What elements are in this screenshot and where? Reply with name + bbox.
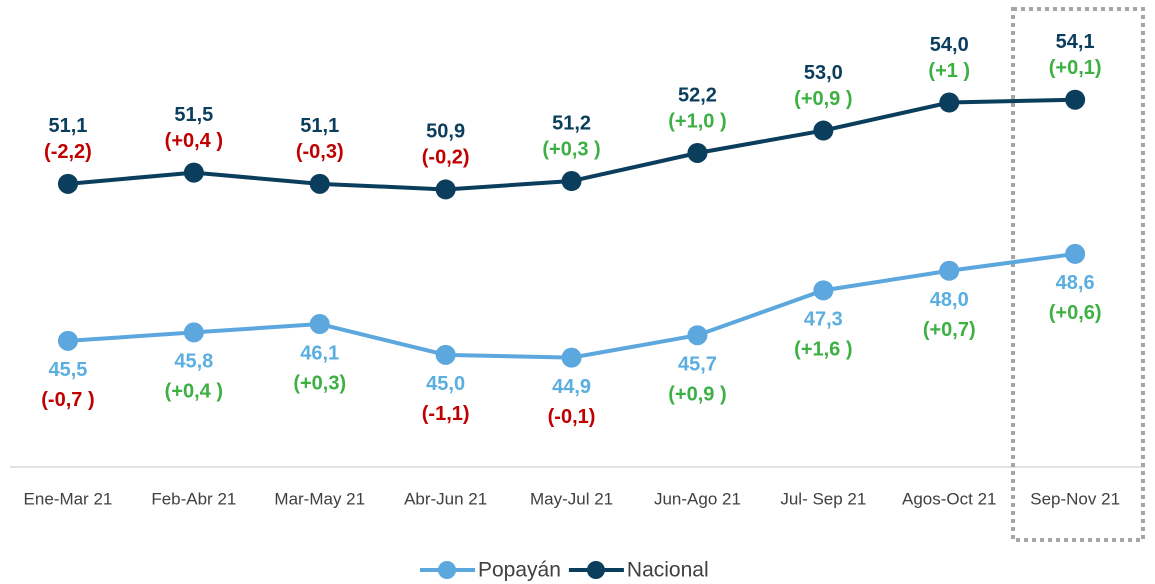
data-label: 48,0 — [930, 289, 969, 311]
point — [939, 260, 960, 281]
x-tick-label: Sep-Nov 21 — [1030, 489, 1120, 508]
point — [813, 120, 834, 141]
data-label: 51,1 — [48, 115, 87, 137]
change-label: (-1,1) — [422, 403, 470, 425]
point — [1065, 89, 1086, 110]
point — [57, 330, 78, 351]
data-label: 54,0 — [930, 34, 969, 56]
series-line — [67, 251, 1076, 360]
data-label: 45,5 — [48, 359, 87, 381]
point — [183, 162, 204, 183]
data-label: 44,9 — [552, 376, 591, 398]
point — [687, 325, 708, 346]
x-tick-label: Jun-Ago 21 — [654, 489, 741, 508]
change-label: (+1,0 ) — [668, 110, 726, 132]
legend-marker — [438, 561, 456, 579]
point — [1065, 243, 1086, 264]
point — [687, 142, 708, 163]
data-label: 51,2 — [552, 112, 591, 134]
data-label: 47,3 — [804, 309, 843, 331]
point — [183, 322, 204, 343]
change-label: (-0,3) — [296, 141, 344, 163]
legend-label: Popayán — [478, 559, 561, 582]
change-label: (-0,7 ) — [41, 389, 94, 411]
change-label: (+1 ) — [928, 60, 970, 82]
change-label: (+0,9 ) — [794, 88, 852, 110]
legend-marker — [586, 561, 605, 579]
point — [57, 173, 78, 194]
change-label: (-2,2) — [44, 141, 92, 163]
point — [813, 280, 834, 301]
highlight-box — [1011, 7, 1145, 542]
data-label: 52,2 — [678, 84, 717, 106]
change-label: (+0,7) — [923, 319, 976, 341]
data-label: 45,7 — [678, 354, 717, 376]
data-label: 51,5 — [174, 104, 213, 126]
data-label: 53,0 — [804, 62, 843, 84]
x-tick-label: Jul- Sep 21 — [780, 489, 866, 508]
point — [561, 347, 582, 368]
data-label: 54,1 — [1056, 31, 1095, 53]
data-label: 51,1 — [300, 115, 339, 137]
change-label: (-0,2) — [422, 147, 470, 169]
change-label: (+1,6 ) — [794, 339, 852, 361]
legend-label: Nacional — [627, 559, 709, 582]
x-tick-label: Feb-Abr 21 — [151, 489, 236, 508]
change-label: (+0,1) — [1049, 57, 1102, 79]
x-tick-label: May-Jul 21 — [530, 489, 613, 508]
change-label: (+0,3) — [293, 372, 346, 394]
data-label: 50,9 — [426, 121, 465, 143]
data-label: 48,6 — [1056, 272, 1095, 294]
change-label: (+0,6) — [1049, 302, 1102, 324]
x-tick-label: Ene-Mar 21 — [24, 489, 113, 508]
change-label: (+0,4 ) — [165, 381, 223, 403]
data-label: 45,8 — [174, 351, 213, 373]
point — [309, 173, 330, 194]
point — [939, 92, 960, 113]
point — [435, 179, 456, 200]
point — [561, 171, 582, 192]
data-label: 46,1 — [300, 342, 339, 364]
data-label: 45,0 — [426, 373, 465, 395]
point — [435, 344, 456, 365]
change-label: (+0,4 ) — [165, 130, 223, 152]
change-label: (+0,3 ) — [542, 138, 600, 160]
x-tick-label: Mar-May 21 — [274, 489, 365, 508]
change-label: (-0,1) — [548, 406, 596, 428]
x-tick-label: Agos-Oct 21 — [902, 489, 997, 508]
change-label: (+0,9 ) — [668, 384, 726, 406]
x-tick-label: Abr-Jun 21 — [404, 489, 487, 508]
point — [309, 314, 330, 335]
